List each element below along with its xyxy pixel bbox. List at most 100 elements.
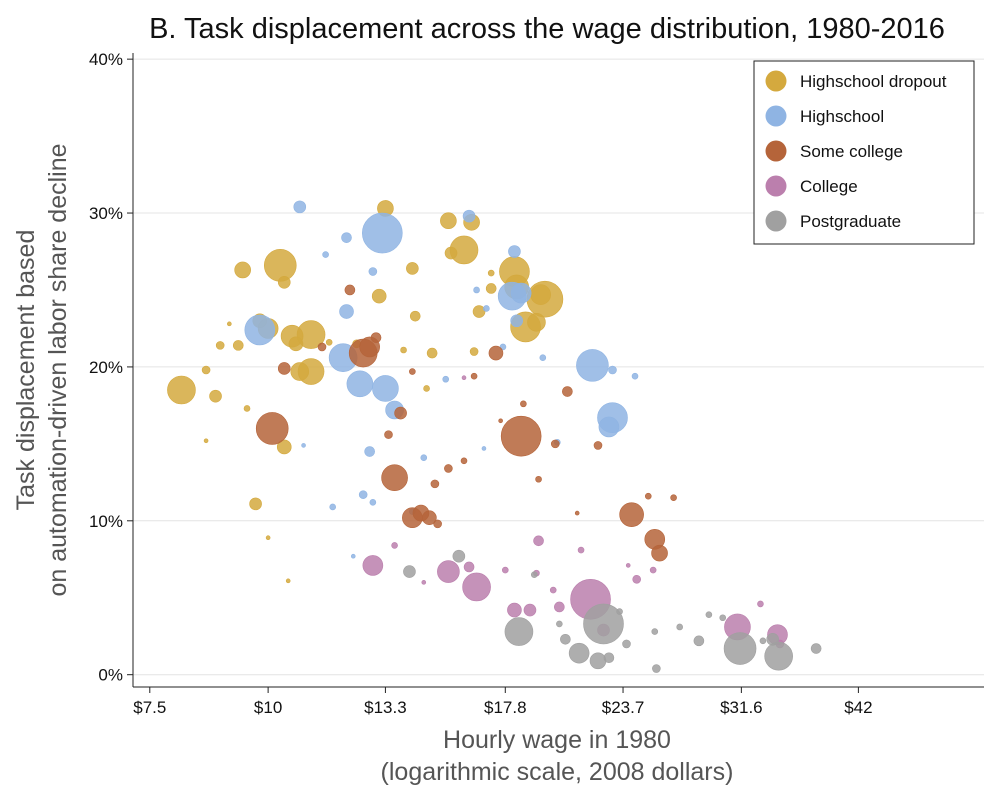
data-point: [341, 232, 352, 243]
data-point: [632, 574, 641, 584]
data-point: [364, 446, 375, 457]
data-point: [329, 503, 336, 511]
data-point: [576, 349, 609, 382]
series-highschool: [244, 200, 639, 559]
data-point: [507, 602, 522, 618]
y-tick-label: 20%: [89, 358, 123, 377]
data-point: [535, 475, 542, 483]
data-point: [723, 632, 757, 665]
data-point: [344, 284, 356, 296]
data-point: [243, 405, 251, 412]
data-point: [440, 212, 457, 230]
data-point: [652, 664, 661, 673]
data-point: [285, 578, 291, 584]
data-point: [462, 572, 491, 602]
data-point: [339, 304, 354, 319]
data-point: [167, 375, 196, 405]
data-point: [346, 370, 374, 398]
data-point: [421, 580, 427, 585]
data-point: [227, 321, 232, 327]
data-point: [705, 611, 713, 618]
data-point: [463, 561, 475, 573]
data-point: [362, 212, 403, 254]
data-point: [759, 637, 767, 645]
data-point: [764, 641, 793, 671]
data-point: [461, 375, 467, 380]
data-point: [693, 635, 705, 647]
data-point: [625, 563, 631, 568]
data-point: [530, 571, 538, 578]
data-point: [409, 368, 416, 375]
data-point: [616, 608, 623, 615]
data-point: [670, 494, 677, 502]
data-point: [277, 275, 291, 289]
series-college: [362, 375, 788, 649]
x-axis-title-line-1: Hourly wage in 1980: [443, 726, 671, 754]
data-point: [350, 553, 356, 559]
data-point: [263, 249, 297, 282]
data-point: [362, 555, 384, 576]
series-some-college: [255, 284, 677, 562]
data-point: [676, 623, 683, 631]
data-point: [358, 490, 368, 499]
data-point: [420, 454, 428, 462]
data-point: [488, 345, 504, 361]
legend-label: Highschool dropout: [800, 72, 947, 91]
data-point: [644, 492, 652, 500]
data-point: [766, 632, 779, 646]
data-point: [232, 340, 244, 351]
data-point: [371, 288, 387, 304]
y-tick-label: 10%: [89, 512, 123, 531]
data-point: [593, 441, 603, 450]
data-point: [649, 566, 657, 574]
data-point: [473, 286, 480, 294]
data-point: [598, 416, 620, 438]
data-point: [203, 438, 209, 444]
data-point: [301, 443, 306, 448]
data-points: [167, 200, 822, 673]
data-point: [430, 479, 440, 489]
data-point: [426, 347, 438, 359]
data-point: [442, 375, 450, 383]
data-point: [370, 332, 382, 343]
data-point: [530, 284, 551, 305]
legend-marker: [765, 105, 787, 127]
data-point: [462, 209, 476, 223]
data-point: [409, 310, 421, 322]
data-point: [444, 464, 453, 473]
data-point: [423, 385, 430, 392]
data-point: [554, 601, 565, 613]
data-point: [508, 245, 521, 258]
data-point: [481, 446, 487, 451]
data-point: [523, 603, 537, 617]
data-point: [209, 389, 222, 403]
data-point: [583, 603, 624, 645]
data-point: [400, 346, 407, 354]
data-point: [504, 617, 534, 646]
data-point: [391, 542, 398, 549]
y-tick-label: 40%: [89, 50, 123, 69]
axes: 0% 10% 20% 30% 40% $7.5 $10 $13.3 $17.8 $23.7 $31.…: [89, 50, 984, 717]
data-point: [539, 354, 547, 361]
data-point: [215, 341, 225, 350]
data-point: [510, 314, 523, 328]
data-point: [501, 566, 509, 574]
legend-marker: [765, 140, 787, 162]
data-point: [810, 643, 822, 654]
data-point: [290, 362, 310, 381]
data-point: [533, 535, 544, 547]
data-point: [651, 544, 668, 562]
data-point: [603, 652, 615, 664]
data-point: [500, 415, 542, 457]
data-point: [452, 549, 466, 563]
data-point: [472, 305, 486, 318]
data-point: [317, 342, 327, 352]
data-point: [384, 430, 393, 439]
data-point: [437, 560, 460, 583]
data-point: [574, 510, 580, 516]
legend-marker: [765, 70, 787, 92]
legend-label: Highschool: [800, 107, 884, 126]
data-point: [483, 305, 490, 312]
legend-label: Some college: [800, 142, 903, 161]
